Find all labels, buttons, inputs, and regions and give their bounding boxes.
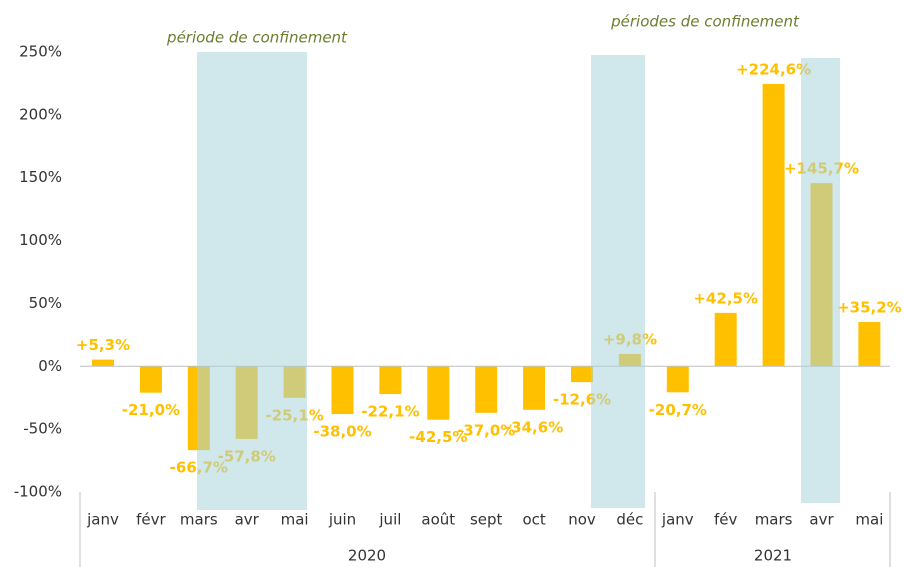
bar xyxy=(427,366,450,420)
x-tick-label: sept xyxy=(470,511,503,529)
x-tick-label: nov xyxy=(568,511,596,529)
bar xyxy=(762,83,785,367)
x-tick-label: avr xyxy=(809,511,834,529)
x-tick-label: janv xyxy=(661,511,694,529)
y-tick-label: 200% xyxy=(19,105,62,123)
y-tick-label: -50% xyxy=(23,420,62,438)
bar xyxy=(475,366,498,413)
x-tick-label: oct xyxy=(522,511,545,529)
group-label: 2020 xyxy=(348,547,386,565)
value-label: -37,0% xyxy=(457,421,515,439)
lockdown-period xyxy=(801,58,840,503)
value-label: -42,5% xyxy=(409,428,467,446)
x-tick-label: févr xyxy=(136,511,166,529)
y-tick-label: 100% xyxy=(19,231,62,249)
x-tick-label: mars xyxy=(180,511,218,529)
x-tick-label: mai xyxy=(281,511,309,529)
y-tick-label: -100% xyxy=(14,483,62,501)
x-tick-label: déc xyxy=(616,511,643,529)
group-label: 2021 xyxy=(754,547,792,565)
annotation: période de confinement xyxy=(166,29,348,47)
x-tick-label: août xyxy=(421,511,455,529)
annotation: périodes de confinement xyxy=(610,13,800,31)
lockdown-period xyxy=(591,55,645,508)
lockdown-period xyxy=(197,52,307,510)
value-label: -21,0% xyxy=(122,401,180,419)
bar xyxy=(523,366,546,410)
bar xyxy=(571,366,593,383)
x-tick-label: juil xyxy=(378,511,401,529)
bar xyxy=(858,322,881,367)
bar xyxy=(379,366,402,395)
x-tick-label: juin xyxy=(328,511,356,529)
bar xyxy=(331,366,354,415)
value-label: -34,6% xyxy=(505,418,563,436)
value-label: -22,1% xyxy=(361,403,419,421)
bar xyxy=(714,312,737,367)
y-tick-label: 0% xyxy=(38,357,62,375)
value-label: +42,5% xyxy=(693,289,758,307)
x-tick-label: janv xyxy=(86,511,119,529)
y-tick-label: 50% xyxy=(29,294,62,312)
y-tick-label: 150% xyxy=(19,168,62,186)
bar xyxy=(139,366,162,393)
y-tick-label: 250% xyxy=(19,43,62,61)
x-tick-label: mai xyxy=(855,511,883,529)
bar xyxy=(92,359,114,367)
x-tick-label: fév xyxy=(714,511,738,529)
value-label: -20,7% xyxy=(649,401,707,419)
value-label: -38,0% xyxy=(313,423,371,441)
value-label: +224,6% xyxy=(736,60,811,78)
value-label: +5,3% xyxy=(76,336,130,354)
bar xyxy=(666,366,689,393)
x-tick-label: avr xyxy=(235,511,260,529)
value-label: +35,2% xyxy=(837,299,902,317)
x-tick-label: mars xyxy=(755,511,793,529)
